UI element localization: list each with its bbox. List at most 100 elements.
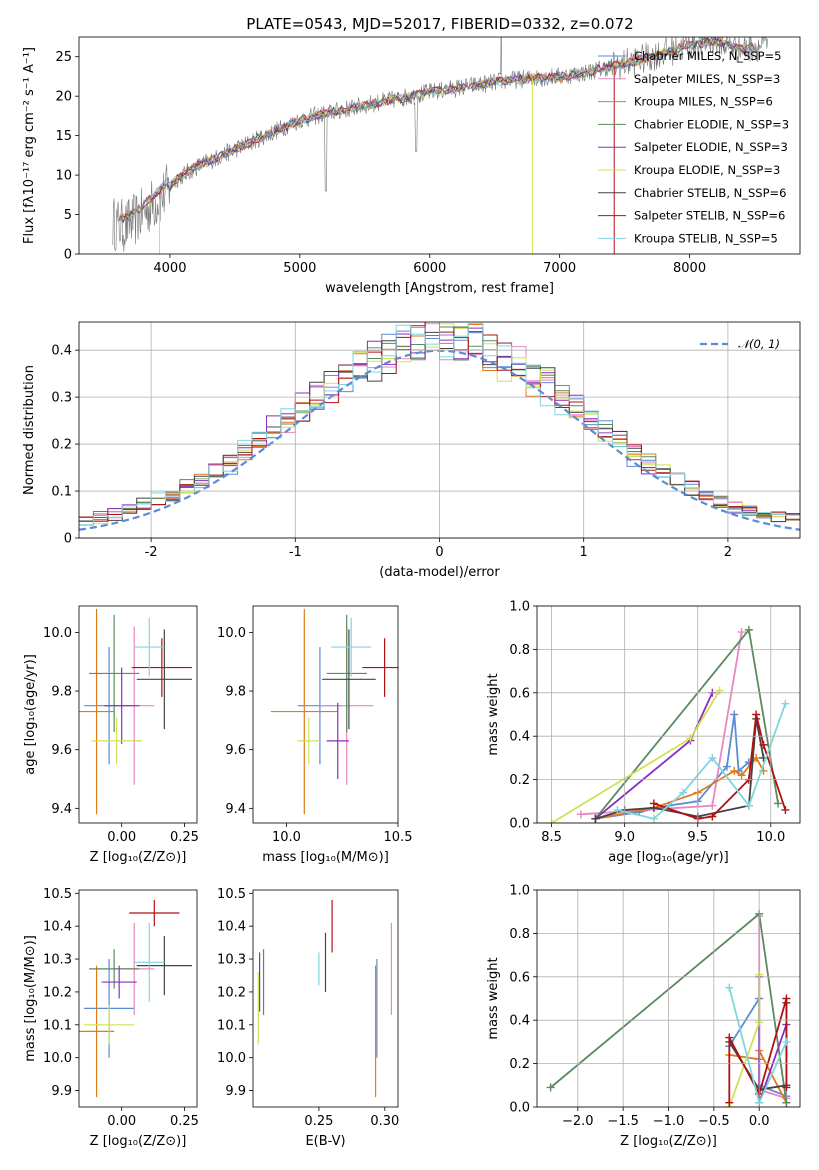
y-tick-label: 9.9 — [51, 1084, 72, 1099]
x-tick-label: 4000 — [153, 261, 186, 276]
panel-2: -2 -1 0 1 2 0 0.1 0.2 0.3 0.4 (data-model)/error No… — [22, 321, 801, 580]
y-tick-label: 0.0 — [509, 817, 530, 832]
weight-marker-salpeter_stelib — [649, 799, 658, 808]
weight-marker-kroupa_stelib — [708, 753, 717, 762]
x-tick-label: 5000 — [283, 261, 316, 276]
weight-marker-kroupa_stelib — [613, 805, 622, 814]
y-tick-label: 10.1 — [43, 1018, 72, 1033]
weight-marker-kroupa_stelib — [725, 983, 734, 992]
x-tick-label: 0.0 — [749, 1114, 770, 1129]
x-tick-label: 0.25 — [170, 830, 199, 845]
legend-label-chabrier_elodie: Chabrier ELODIE, N_SSP=3 — [634, 117, 789, 131]
weight-marker-chabrier_elodie — [546, 1083, 555, 1092]
y-tick-label: 10.5 — [217, 887, 246, 902]
figure-title: PLATE=0543, MJD=52017, FIBERID=0332, z=0… — [246, 15, 633, 33]
weight-line-salpeter_miles — [580, 631, 743, 816]
x-tick-label: 10.0 — [756, 830, 785, 845]
y-axis-label: mass [log₁₀(M/M⊙)] — [23, 935, 38, 1062]
y-tick-label: 1.0 — [509, 884, 530, 899]
weight-marker-salpeter_stelib — [782, 994, 791, 1003]
y-tick-label: 9.8 — [225, 685, 246, 700]
weight-marker-salpeter_stelib — [781, 805, 790, 814]
weight-marker-kroupa_elodie — [715, 686, 724, 695]
axes-frame — [78, 321, 801, 539]
plot-area — [79, 608, 192, 815]
axes-frame — [536, 889, 801, 1108]
x-tick-label: −0.5 — [698, 1114, 730, 1129]
panel-8: −2.0 −1.5 −1.0 −0.5 0.0 0.0 0.2 0.4 0.6 0.8 1.0 Z [… — [486, 884, 801, 1149]
x-axis-label: wavelength [Angstrom, rest frame] — [325, 281, 554, 296]
y-tick-label: 0.8 — [509, 927, 530, 942]
y-tick-label: 10.4 — [43, 920, 72, 935]
legend-label-salpeter_miles: Salpeter MILES, N_SSP=3 — [634, 72, 780, 86]
y-tick-label: 9.6 — [51, 743, 72, 758]
x-axis-label: Z [log₁₀(Z/Z⊙)] — [620, 1134, 717, 1149]
x-tick-label: 0.00 — [107, 830, 136, 845]
x-tick-label: 0 — [435, 545, 443, 560]
y-tick-label: 10.4 — [217, 920, 246, 935]
legend-label-normal: 𝒩(0, 1) — [738, 337, 780, 351]
model-line-kroupa_stelib — [117, 39, 755, 222]
weight-marker-kroupa_stelib — [679, 788, 688, 797]
y-tick-label: 0.8 — [509, 643, 530, 658]
axes-frame — [252, 605, 399, 824]
x-tick-label: −2.0 — [562, 1114, 594, 1129]
y-tick-label: 0.2 — [51, 438, 72, 453]
plot-area — [257, 899, 393, 1098]
y-tick-label: 9.4 — [51, 802, 72, 817]
weight-marker-salpeter_miles — [708, 801, 717, 810]
y-tick-label: 9.9 — [225, 1084, 246, 1099]
x-tick-label: 9.0 — [614, 830, 635, 845]
x-tick-label: 9.5 — [687, 830, 708, 845]
y-tick-label: 10.2 — [43, 985, 72, 1000]
y-tick-label: 0.3 — [51, 391, 72, 406]
weight-marker-salpeter_stelib — [725, 1033, 734, 1042]
panel-6: 0.00 0.25 9.9 10.0 10.1 10.2 10.3 10.4 10.5 Z [lo… — [23, 887, 199, 1149]
y-tick-label: 0.4 — [509, 1014, 530, 1029]
axes-frame — [78, 36, 801, 255]
plot-area — [270, 608, 398, 815]
x-tick-label: 6000 — [413, 261, 446, 276]
panel-7: 0.25 0.30 9.9 10.0 10.1 10.2 10.3 10.4 10.5 E(B-V… — [217, 887, 399, 1149]
weight-marker-salpeter_miles — [576, 810, 585, 819]
y-tick-label: 15 — [55, 129, 72, 144]
x-axis-label: Z [log₁₀(Z/Z⊙)] — [90, 1134, 187, 1149]
weight-marker-chabrier_elodie — [774, 799, 783, 808]
axes-frame — [78, 889, 198, 1108]
y-tick-label: 0.1 — [51, 485, 72, 500]
y-tick-label: 10.0 — [217, 1051, 246, 1066]
legend-label-kroupa_elodie: Kroupa ELODIE, N_SSP=3 — [634, 163, 780, 177]
axes-frame — [536, 605, 801, 824]
panel-1: 4000 5000 6000 7000 8000 0 5 10 15 20 25 wavelength… — [22, 36, 801, 296]
x-tick-label: 8.5 — [541, 830, 562, 845]
y-tick-label: 10.1 — [217, 1018, 246, 1033]
panel-5: 8.5 9.0 9.5 10.0 0.0 0.2 0.4 0.6 0.8 1.0 age [log₁… — [486, 600, 801, 865]
y-tick-label: 10.2 — [217, 985, 246, 1000]
panel-3: 0.00 0.25 9.4 9.6 9.8 10.0 Z [log₁₀(Z/Z⊙)] age … — [23, 605, 199, 865]
weight-marker-chabrier_elodie — [744, 625, 753, 634]
y-tick-label: 0.6 — [509, 686, 530, 701]
x-tick-label: 7000 — [543, 261, 576, 276]
plot-area — [547, 625, 790, 823]
y-axis-label: Flux [fλ10⁻¹⁷ erg cm⁻² s⁻¹ A⁻¹] — [22, 47, 37, 244]
y-tick-label: 20 — [55, 90, 72, 105]
y-axis-label: mass weight — [486, 673, 501, 755]
x-axis-label: Z [log₁₀(Z/Z⊙)] — [90, 850, 187, 865]
y-tick-label: 10.5 — [43, 887, 72, 902]
weight-marker-kroupa_miles — [730, 766, 739, 775]
x-tick-label: 10.0 — [272, 830, 301, 845]
x-tick-label: −1.5 — [607, 1114, 639, 1129]
y-tick-label: 0.2 — [509, 773, 530, 788]
y-tick-label: 0.2 — [509, 1057, 530, 1072]
weight-marker-salpeter_stelib — [725, 1098, 734, 1107]
x-tick-label: −1.0 — [653, 1114, 685, 1129]
weight-marker-salpeter_stelib — [752, 710, 761, 719]
weight-marker-salpeter_stelib — [782, 1083, 791, 1092]
weight-marker-chabrier_miles — [730, 710, 739, 719]
x-axis-label: age [log₁₀(age/yr)] — [608, 850, 729, 865]
y-tick-label: 0.4 — [509, 730, 530, 745]
y-tick-label: 0.0 — [509, 1101, 530, 1116]
y-tick-label: 1.0 — [509, 600, 530, 615]
legend-label-chabrier_stelib: Chabrier STELIB, N_SSP=6 — [634, 186, 786, 200]
